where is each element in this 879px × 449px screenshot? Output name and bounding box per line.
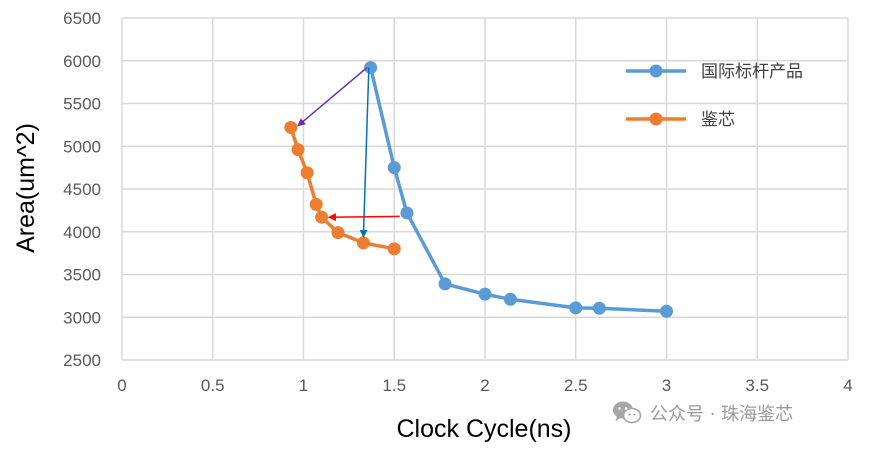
y-tick-label: 5500 bbox=[63, 95, 101, 114]
legend-item-2[interactable]: 鉴芯 bbox=[626, 110, 735, 130]
y-tick-label: 6000 bbox=[63, 52, 101, 71]
data-point bbox=[592, 301, 606, 315]
data-point bbox=[300, 166, 314, 180]
x-tick-label: 4 bbox=[843, 376, 852, 395]
data-point bbox=[284, 120, 298, 134]
data-point bbox=[478, 287, 492, 301]
data-point bbox=[400, 206, 414, 220]
data-point bbox=[315, 210, 329, 224]
data-point bbox=[660, 304, 673, 318]
series-layer bbox=[284, 61, 673, 318]
wechat-icon bbox=[613, 401, 642, 424]
annotation-arrow bbox=[297, 67, 368, 127]
y-tick-label: 3500 bbox=[63, 266, 101, 285]
data-point bbox=[309, 197, 323, 211]
data-point bbox=[569, 301, 583, 315]
y-tick-label: 2500 bbox=[63, 351, 101, 370]
data-point bbox=[387, 161, 401, 175]
legend-swatch-marker bbox=[649, 112, 663, 126]
legend-label: 国际标杆产品 bbox=[701, 62, 803, 82]
x-tick-labels: 0 0.5 1 1.5 2 2.5 3 3.5 4 bbox=[117, 376, 852, 395]
annotation-arrow bbox=[359, 67, 370, 238]
y-tick-label: 4000 bbox=[63, 223, 101, 242]
x-tick-label: 1 bbox=[299, 376, 308, 395]
x-tick-label: 2 bbox=[480, 376, 489, 395]
data-point bbox=[291, 143, 305, 157]
x-tick-label: 2.5 bbox=[564, 376, 588, 395]
x-tick-label: 0 bbox=[117, 376, 126, 395]
x-tick-label: 3 bbox=[662, 376, 671, 395]
grid bbox=[121, 17, 849, 361]
annotation-arrows bbox=[297, 67, 400, 238]
annotation-arrow bbox=[327, 213, 400, 222]
y-tick-label: 5000 bbox=[63, 137, 101, 156]
x-tick-label: 3.5 bbox=[745, 376, 769, 395]
watermark: 公众号 · 珠海鉴芯 bbox=[612, 398, 793, 428]
y-axis-title: Area(um^2) bbox=[12, 123, 40, 253]
y-tick-label: 6500 bbox=[63, 9, 101, 28]
data-point bbox=[331, 226, 345, 240]
data-point bbox=[438, 277, 452, 291]
legend-item-1[interactable]: 国际标杆产品 bbox=[626, 62, 803, 82]
x-axis-title: Clock Cycle(ns) bbox=[396, 415, 571, 443]
watermark-text: 公众号 · 珠海鉴芯 bbox=[650, 404, 794, 425]
x-tick-label: 1.5 bbox=[382, 376, 406, 395]
series-1 bbox=[364, 61, 673, 318]
legend-label: 鉴芯 bbox=[701, 110, 735, 130]
data-point bbox=[387, 242, 401, 256]
data-point bbox=[356, 236, 370, 250]
y-tick-label: 4500 bbox=[63, 180, 101, 199]
x-tick-label: 0.5 bbox=[201, 376, 225, 395]
data-point bbox=[364, 61, 378, 75]
y-tick-labels: 2500 3000 3500 4000 4500 5000 5500 6000 6500 bbox=[63, 9, 101, 370]
data-point bbox=[503, 292, 517, 306]
y-tick-label: 3000 bbox=[63, 308, 101, 327]
legend-swatch-marker bbox=[649, 64, 663, 78]
series-2 bbox=[284, 120, 401, 256]
